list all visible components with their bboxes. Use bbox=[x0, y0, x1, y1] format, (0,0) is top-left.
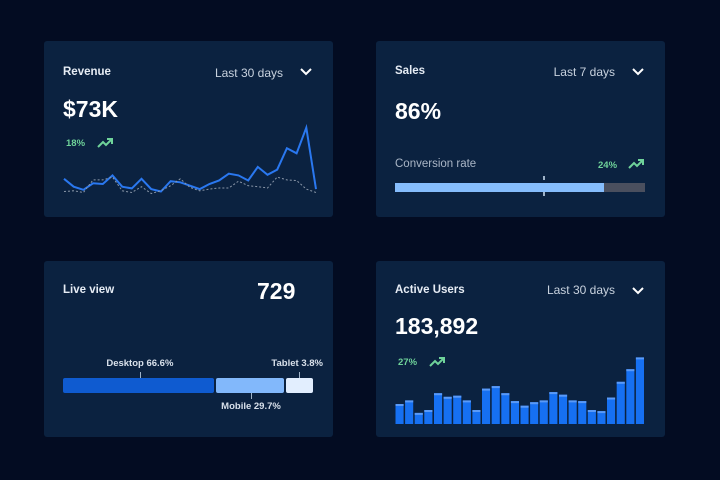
bar bbox=[510, 401, 519, 424]
card-title: Live view bbox=[63, 284, 115, 296]
card-title: Sales bbox=[395, 65, 426, 77]
target-marker bbox=[542, 176, 545, 199]
segment-tick bbox=[251, 393, 253, 399]
bar-cap bbox=[578, 401, 587, 404]
metric-label: Conversion rate bbox=[395, 158, 477, 170]
segment-label: Desktop 66.6% bbox=[106, 358, 174, 369]
bar bbox=[414, 412, 423, 424]
change-percent: 24% bbox=[598, 160, 618, 171]
bar bbox=[559, 394, 568, 424]
active-users-bar-chart bbox=[395, 357, 644, 424]
chevron-down-icon[interactable] bbox=[299, 66, 313, 78]
bar-cap bbox=[520, 405, 529, 408]
bar bbox=[434, 393, 443, 424]
bar-cap bbox=[549, 392, 558, 395]
trend-up-icon bbox=[429, 357, 445, 367]
bar bbox=[549, 392, 558, 424]
bar-cap bbox=[453, 395, 462, 398]
bar-cap bbox=[539, 400, 548, 403]
bar-cap bbox=[587, 410, 596, 412]
bar-cap bbox=[530, 402, 539, 405]
revenue-value: $73K bbox=[63, 96, 118, 122]
segment-label: Mobile 29.7% bbox=[221, 401, 281, 412]
bar-cap bbox=[414, 412, 423, 415]
bar-cap bbox=[443, 396, 452, 399]
bar bbox=[530, 402, 539, 424]
bar bbox=[597, 411, 606, 424]
segment-desktop[interactable] bbox=[63, 378, 215, 393]
bar bbox=[462, 400, 471, 424]
bar bbox=[635, 357, 644, 424]
trend-up-icon bbox=[628, 159, 644, 169]
device-breakdown-bar bbox=[63, 378, 313, 393]
conversion-progress-bar bbox=[395, 176, 645, 199]
bar-cap bbox=[472, 410, 481, 412]
segment-label: Tablet 3.8% bbox=[271, 358, 323, 369]
revenue-card: Revenue Last 30 days $73K 18% bbox=[44, 41, 333, 217]
bar-cap bbox=[434, 393, 443, 396]
bar-cap bbox=[635, 357, 644, 360]
bar bbox=[539, 400, 548, 424]
bar bbox=[626, 369, 635, 424]
bar-cap bbox=[501, 393, 510, 396]
live-count: 729 bbox=[257, 278, 296, 304]
bar bbox=[587, 410, 596, 424]
segment-tick bbox=[139, 372, 141, 378]
bar-cap bbox=[424, 410, 433, 412]
bar-cap bbox=[597, 411, 606, 414]
comparison-line bbox=[63, 176, 317, 195]
progress-fill bbox=[395, 183, 604, 192]
bar bbox=[501, 393, 510, 424]
bar bbox=[482, 388, 491, 424]
bar-cap bbox=[559, 394, 568, 397]
bar-cap bbox=[491, 386, 500, 389]
bar bbox=[607, 397, 616, 424]
bar bbox=[472, 410, 481, 424]
bar-cap bbox=[510, 401, 519, 404]
chevron-down-icon[interactable] bbox=[631, 285, 645, 297]
trend-up-icon bbox=[97, 138, 113, 148]
bar bbox=[520, 405, 529, 424]
card-title: Revenue bbox=[63, 66, 111, 78]
bar-cap bbox=[405, 400, 414, 403]
bar-cap bbox=[616, 381, 625, 384]
bar bbox=[491, 386, 500, 424]
active-users-card: Active Users Last 30 days 183,892 27% bbox=[376, 261, 665, 437]
sales-value: 86% bbox=[395, 98, 442, 124]
bar bbox=[395, 404, 404, 424]
change-percent: 27% bbox=[398, 357, 418, 368]
bar-cap bbox=[607, 397, 616, 400]
card-title: Active Users bbox=[395, 284, 465, 296]
bar-cap bbox=[462, 400, 471, 403]
bar-cap bbox=[395, 404, 404, 406]
sales-card: Sales Last 7 days 86% Conversion rate 24… bbox=[376, 41, 665, 217]
segment-tablet[interactable] bbox=[285, 378, 313, 393]
bar-cap bbox=[482, 388, 491, 391]
bar-cap bbox=[568, 400, 577, 403]
revenue-line bbox=[63, 123, 317, 193]
live-view-card: Live view 729 Desktop 66.6% Mobile 29.7% T… bbox=[44, 261, 333, 437]
bar bbox=[578, 401, 587, 424]
chevron-down-icon[interactable] bbox=[631, 66, 645, 78]
range-dropdown[interactable]: Last 30 days bbox=[546, 283, 615, 297]
bar bbox=[405, 400, 414, 424]
bar-cap bbox=[626, 369, 635, 372]
change-percent: 18% bbox=[66, 138, 86, 149]
range-dropdown[interactable]: Last 7 days bbox=[553, 65, 615, 79]
bar bbox=[616, 381, 625, 424]
segment-tick bbox=[299, 372, 301, 378]
segment-mobile[interactable] bbox=[216, 378, 284, 393]
range-dropdown[interactable]: Last 30 days bbox=[214, 66, 283, 80]
bar bbox=[424, 410, 433, 424]
bar bbox=[453, 395, 462, 424]
bar bbox=[568, 400, 577, 424]
users-value: 183,892 bbox=[395, 313, 479, 339]
revenue-line-chart bbox=[63, 123, 317, 195]
bar bbox=[443, 396, 452, 424]
